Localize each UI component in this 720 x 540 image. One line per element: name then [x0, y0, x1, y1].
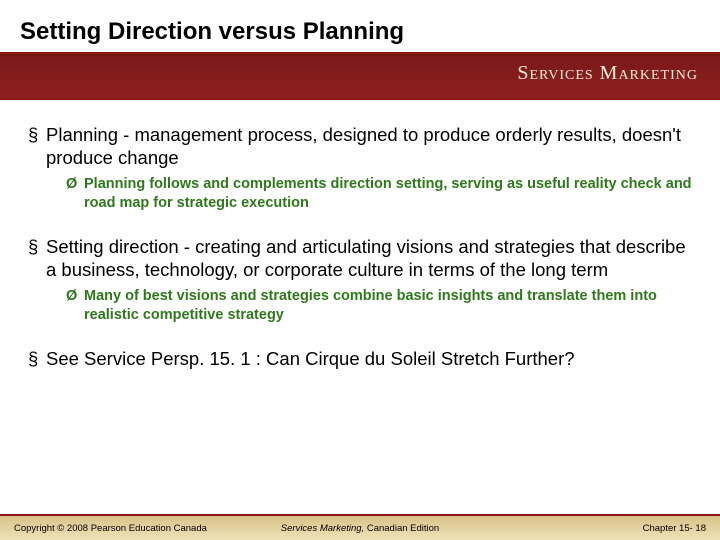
chapter-page: Chapter 15- 18 [643, 523, 706, 534]
footer-edition: Canadian Edition [364, 523, 439, 534]
bullet-level1: Setting direction - creating and articul… [28, 236, 692, 281]
slide-title: Setting Direction versus Planning [0, 0, 720, 52]
bullet-level2: Many of best visions and strategies comb… [28, 287, 692, 324]
bullet-level2: Planning follows and complements directi… [28, 175, 692, 212]
copyright-text: Copyright © 2008 Pearson Education Canad… [14, 523, 207, 534]
banner-strip: Services Marketing [0, 54, 720, 98]
slide-footer: Copyright © 2008 Pearson Education Canad… [0, 514, 720, 540]
bullet-level1: Planning - management process, designed … [28, 124, 692, 169]
footer-book-title: Services Marketing, [281, 523, 364, 534]
slide-header: Setting Direction versus Planning Servic… [0, 0, 720, 100]
bullet-level1: See Service Persp. 15. 1 : Can Cirque du… [28, 348, 692, 371]
banner-bottom-rule [0, 98, 720, 100]
brand-text: Services Marketing [517, 62, 698, 85]
slide-content: Planning - management process, designed … [0, 100, 720, 371]
